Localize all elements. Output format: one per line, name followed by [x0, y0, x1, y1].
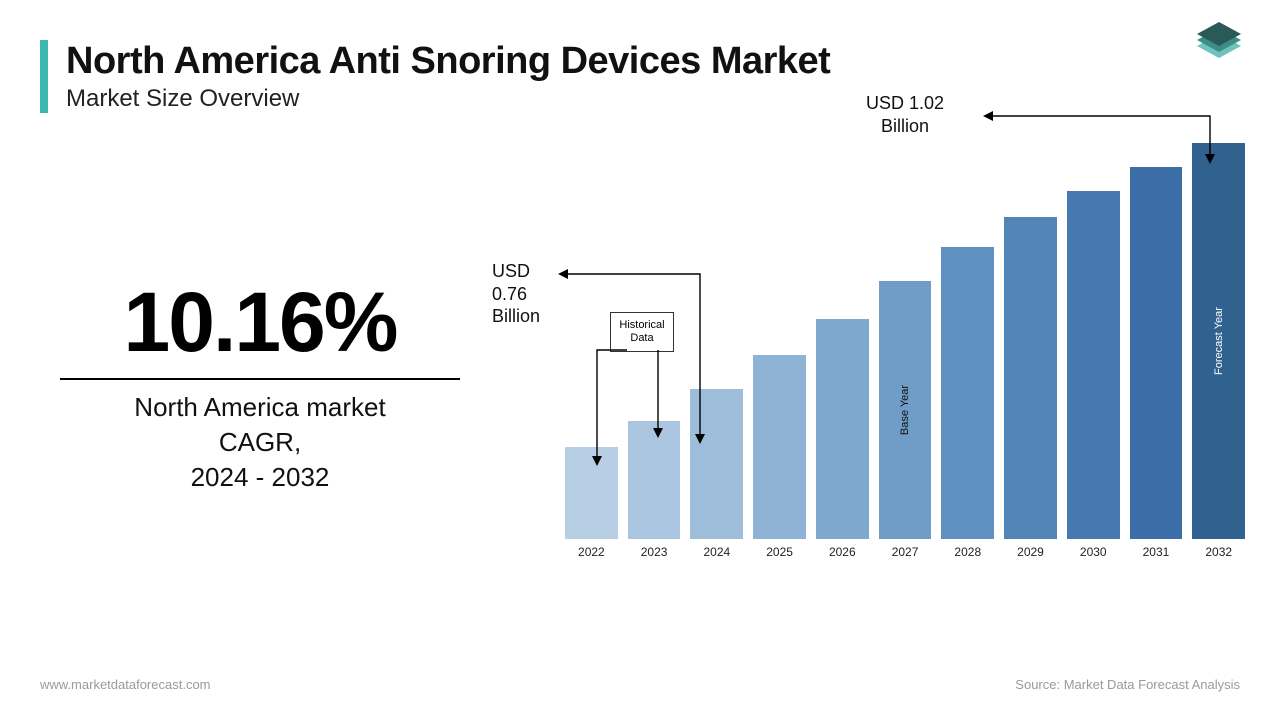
callout-start-value: USD0.76Billion	[492, 260, 562, 328]
footer-source: Source: Market Data Forecast Analysis	[1015, 677, 1240, 692]
cagr-stat-block: 10.16% North America market CAGR, 2024 -…	[50, 280, 470, 495]
footer-website: www.marketdataforecast.com	[40, 677, 211, 692]
bar-col-2027: Base Year 2027	[879, 281, 932, 559]
stat-divider	[60, 378, 460, 380]
bar-label-2022: 2022	[578, 545, 605, 559]
bar-2028	[941, 247, 994, 539]
page-subtitle: Market Size Overview	[66, 85, 830, 113]
bar-2026	[816, 319, 869, 539]
arrow-historical-right	[640, 350, 700, 450]
forecast-year-label: Forecast Year	[1213, 307, 1225, 375]
bar-label-2032: 2032	[1205, 545, 1232, 559]
bar-col-2028: 2028	[941, 247, 994, 559]
title-accent-bar	[40, 40, 48, 113]
bar-2031	[1130, 167, 1183, 539]
bar-label-2026: 2026	[829, 545, 856, 559]
bar-col-2031: 2031	[1130, 167, 1183, 559]
bar-label-2024: 2024	[703, 545, 730, 559]
bar-label-2029: 2029	[1017, 545, 1044, 559]
bar-col-2030: 2030	[1067, 191, 1120, 559]
cagr-label: North America market CAGR, 2024 - 2032	[50, 390, 470, 495]
title-block: North America Anti Snoring Devices Marke…	[40, 40, 830, 113]
base-year-label: Base Year	[899, 385, 911, 435]
callout-end-value: USD 1.02Billion	[820, 92, 990, 137]
bar-col-2025: 2025	[753, 355, 806, 559]
bar-2030	[1067, 191, 1120, 539]
bar-2029	[1004, 217, 1057, 539]
brand-logo-icon	[1188, 18, 1250, 81]
bar-label-2028: 2028	[954, 545, 981, 559]
bar-label-2027: 2027	[892, 545, 919, 559]
bar-label-2025: 2025	[766, 545, 793, 559]
bar-col-2032: Forecast Year 2032	[1192, 143, 1245, 559]
page-title: North America Anti Snoring Devices Marke…	[66, 40, 830, 83]
bar-label-2030: 2030	[1080, 545, 1107, 559]
bar-label-2023: 2023	[641, 545, 668, 559]
arrow-end-value	[985, 110, 1225, 190]
bar-col-2029: 2029	[1004, 217, 1057, 559]
bar-label-2031: 2031	[1143, 545, 1170, 559]
cagr-value: 10.16%	[50, 280, 470, 364]
bar-2027: Base Year	[879, 281, 932, 539]
bar-col-2026: 2026	[816, 319, 869, 559]
bar-2032: Forecast Year	[1192, 143, 1245, 539]
bar-2025	[753, 355, 806, 539]
